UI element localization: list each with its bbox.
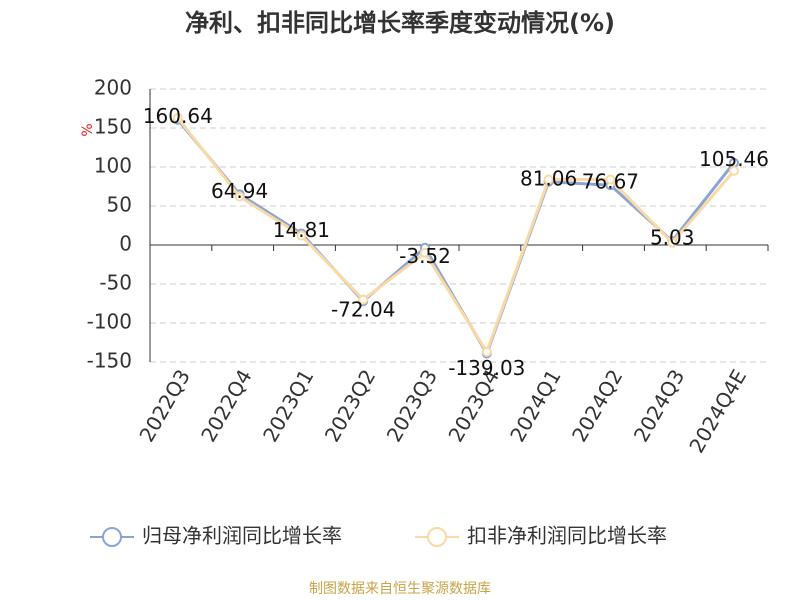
point: [358, 294, 369, 305]
point: [296, 230, 307, 241]
y-tick-label: -150: [87, 349, 132, 373]
point: [605, 174, 616, 185]
data-label: 81.06: [520, 166, 577, 190]
data-label: 160.64: [143, 104, 213, 128]
point: [172, 112, 183, 123]
point: [234, 191, 245, 202]
x-tick-label: 2024Q2: [567, 365, 627, 446]
legend-marker: [102, 527, 122, 547]
series-line: [176, 116, 736, 356]
data-label: 76.67: [582, 170, 639, 194]
x-tick-label: 2023Q1: [258, 365, 318, 446]
data-label: 14.81: [273, 218, 330, 242]
point: [729, 165, 740, 176]
y-tick-label: 200: [94, 76, 132, 100]
y-tick-label: 150: [94, 115, 132, 139]
data-label: 105.46: [699, 147, 769, 171]
data-label: 5.03: [650, 226, 695, 250]
y-tick-label: 50: [107, 193, 132, 217]
x-tick-label: 2023Q3: [382, 365, 442, 446]
point: [420, 247, 431, 258]
legend-label: 归母净利润同比增长率: [142, 524, 342, 548]
x-tick-label: 2023Q2: [320, 365, 380, 446]
point: [667, 237, 678, 248]
legend-label: 扣非净利润同比增长率: [467, 524, 667, 548]
data-label: -139.03: [448, 356, 525, 380]
point: [543, 174, 554, 185]
y-unit: %: [80, 123, 96, 136]
legend-marker: [427, 527, 447, 547]
x-tick-label: 2024Q4E: [684, 365, 751, 457]
source: 制图数据来自恒生聚源数据库: [309, 581, 491, 597]
y-tick-label: 0: [119, 232, 132, 256]
data-label: -3.52: [399, 244, 451, 268]
data-label: -72.04: [331, 298, 395, 322]
y-tick-label: -100: [87, 310, 132, 334]
x-tick-label: 2022Q3: [134, 365, 194, 446]
y-tick-label: 100: [94, 154, 132, 178]
x-tick-label: 2022Q4: [196, 365, 256, 446]
x-tick-label: 2024Q3: [629, 365, 689, 446]
chart-title: 净利、扣非同比增长率季度变动情况(%): [185, 9, 615, 37]
data-label: 64.94: [211, 179, 268, 203]
point: [481, 346, 492, 357]
y-tick-label: -50: [99, 271, 132, 295]
